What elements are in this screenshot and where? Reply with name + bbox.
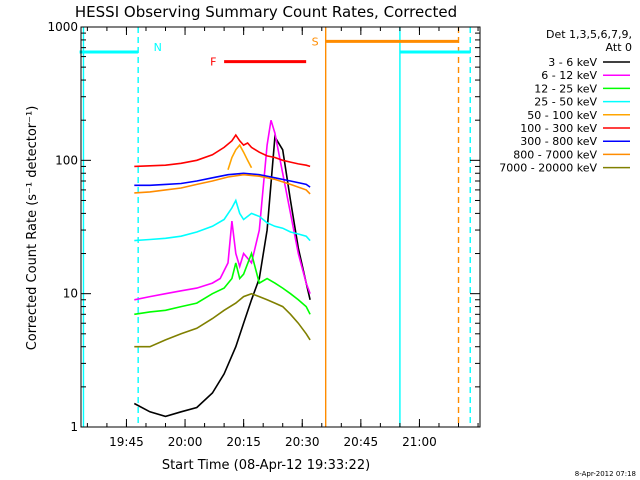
y-tick-label-3: 1000 [47,20,78,34]
series-line-5 [134,133,311,168]
date-stamp: 8-Apr-2012 07:18 [575,470,636,478]
series-line-7 [134,173,311,195]
series-lines [133,119,311,418]
annotation-label-S: S [312,35,319,48]
y-axis-label: Corrected Count Rate (s⁻¹ detector⁻¹) [25,106,40,351]
series-line-4 [227,143,253,170]
x-tick-label-5: 21:00 [402,435,437,449]
y-tick-label-2: 100 [55,153,78,167]
plot-frame [80,26,481,428]
x-tick-label-4: 20:45 [344,435,379,449]
plot-area: N F S [79,26,481,428]
series-line-6 [134,172,311,188]
x-axis-label: Start Time (08-Apr-12 19:33:22) [162,458,370,473]
legend-label-6: 300 - 800 keV [520,135,597,148]
series-line-1 [134,119,311,301]
series-line-3 [134,198,311,242]
x-axis-ticks: 19:45 20:00 20:15 20:30 20:45 21:00 [86,27,479,449]
legend-label-3: 25 - 50 keV [534,96,597,109]
legend-header-line-2: Att 0 [606,41,632,54]
x-tick-label-2: 20:15 [226,435,261,449]
x-tick-label-0: 19:45 [109,435,144,449]
legend-label-5: 100 - 300 keV [520,122,597,135]
annotation-lines: N F S [79,27,471,427]
legend-label-8: 7000 - 20000 keV [499,162,597,175]
y-tick-label-1: 10 [63,287,78,301]
legend-label-1: 6 - 12 keV [541,69,597,82]
legend-header-line-1: Det 1,3,5,6,7,9, [546,28,632,41]
chart-title: HESSI Observing Summary Count Rates, Cor… [75,3,457,21]
y-axis-ticks: 1 10 100 1000 [47,20,480,434]
x-tick-label-3: 20:30 [285,435,320,449]
legend-label-7: 800 - 7000 keV [513,148,597,161]
annotation-label-F: F [210,56,216,69]
series-line-0 [133,134,311,418]
legend-label-2: 12 - 25 keV [534,82,597,95]
annotation-label-N: N [154,41,162,54]
legend-label-0: 3 - 6 keV [548,56,597,69]
y-tick-label-0: 1 [70,420,78,434]
x-tick-label-1: 20:00 [168,435,203,449]
series-line-2 [134,250,311,316]
series-line-8 [134,292,311,348]
legend-label-4: 50 - 100 keV [527,109,597,122]
